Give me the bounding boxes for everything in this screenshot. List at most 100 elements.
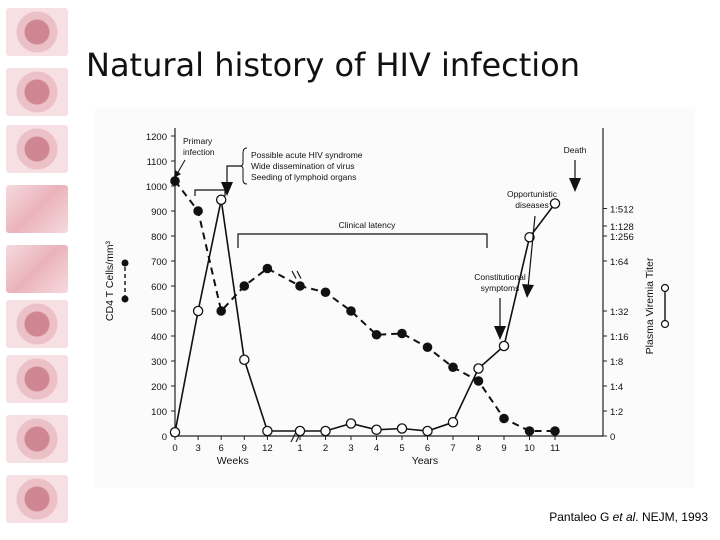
citation: Pantaleo G et al. NEJM, 1993 — [549, 510, 708, 524]
annotation-acute-line: Wide dissemination of virus — [251, 161, 354, 171]
chart-background — [95, 108, 695, 488]
year-tick-label: 1 — [297, 443, 302, 454]
right-tick-label: 1:64 — [610, 257, 629, 268]
annotation-arrowhead — [174, 170, 181, 178]
data-point-cd4 — [216, 306, 226, 316]
data-point-cd4 — [397, 328, 407, 339]
right-tick-label: 1:128 — [610, 222, 634, 233]
year-tick-label: 6 — [425, 443, 430, 454]
week-tick-label: 3 — [195, 443, 200, 454]
data-point-viremia — [422, 425, 433, 437]
data-point-viremia — [192, 305, 204, 317]
week-tick-label: 9 — [242, 443, 247, 454]
y-axis-label-left: CD4 T Cells/mm³ — [104, 240, 116, 321]
right-tick-label: 0 — [610, 432, 615, 443]
data-point-cd4 — [422, 342, 433, 353]
data-point-viremia — [396, 423, 408, 434]
right-tick-label: 1:512 — [610, 205, 634, 216]
data-point-viremia — [549, 198, 561, 209]
virus-icon — [6, 8, 68, 56]
week-tick-label: 0 — [172, 443, 177, 454]
virus-icon — [6, 415, 68, 463]
data-point-viremia — [294, 425, 306, 437]
left-tick-label: 200 — [151, 382, 167, 393]
data-point-viremia — [498, 340, 510, 352]
data-point-viremia — [447, 416, 459, 428]
annotation-arrowhead — [569, 178, 581, 192]
legend-cd4-marker — [121, 295, 129, 303]
x-axis-label-years: Years — [412, 455, 438, 467]
annotation-acute-line: Possible acute HIV syndrome — [251, 150, 363, 160]
year-tick-label: 2 — [323, 443, 328, 454]
right-tick-label: 1:16 — [610, 332, 629, 343]
year-tick-label: 4 — [374, 443, 379, 454]
right-tick-label: 1:256 — [610, 232, 634, 243]
annotation-constitutional: Constitutional — [474, 272, 526, 282]
data-point-viremia — [215, 194, 227, 206]
legend-viremia-marker — [660, 283, 670, 293]
legend-viremia — [660, 283, 670, 329]
annotation-opportunistic: Opportunistic — [507, 189, 558, 199]
right-tick-label: 1:32 — [610, 307, 629, 318]
annotation-arrowhead — [221, 182, 233, 196]
citation-etal: et al — [612, 510, 636, 524]
citation-author: Pantaleo G — [549, 510, 613, 524]
annotation-arrow — [527, 215, 536, 289]
data-point-viremia — [473, 363, 484, 374]
annotation-death: Death — [564, 145, 587, 155]
data-point-viremia — [262, 425, 273, 437]
data-point-cd4 — [371, 329, 382, 340]
data-point-viremia — [524, 232, 535, 243]
legend-cd4-marker — [121, 259, 129, 267]
week-tick-label: 12 — [262, 443, 273, 454]
data-point-cd4 — [239, 281, 250, 291]
year-tick-label: 7 — [450, 443, 455, 454]
annotation-acute-line: Seeding of lymphoid organs — [251, 172, 356, 182]
data-point-cd4 — [170, 176, 180, 186]
left-tick-label: 700 — [151, 257, 167, 268]
data-point-cd4 — [524, 426, 535, 436]
series-break-mark — [291, 270, 302, 279]
annotation-arrow — [226, 165, 241, 186]
annotation-primary-infection: Primary — [183, 136, 213, 146]
data-point-cd4 — [193, 206, 203, 216]
data-point-viremia — [239, 354, 250, 365]
left-tick-label: 0 — [162, 432, 167, 443]
year-tick-label: 8 — [476, 443, 481, 454]
data-point-cd4 — [499, 413, 509, 424]
left-tick-label: 1200 — [146, 132, 167, 143]
annotation-opportunistic: diseases — [515, 200, 549, 210]
left-tick-label: 1100 — [147, 157, 167, 168]
virus-icon — [6, 125, 68, 173]
data-point-viremia — [345, 418, 357, 429]
right-tick-label: 1:8 — [610, 357, 623, 368]
series-line-viremia — [174, 199, 556, 433]
annotation-peak-bracket — [194, 189, 226, 196]
right-tick-label: 1:4 — [610, 382, 623, 393]
data-point-cd4 — [550, 426, 560, 436]
series-layer — [169, 176, 561, 438]
annotation-primary-infection: infection — [183, 147, 215, 157]
year-tick-label: 10 — [524, 443, 535, 454]
data-point-cd4 — [262, 263, 273, 274]
x-axis-label-weeks: Weeks — [217, 455, 249, 467]
virus-icon — [6, 300, 68, 348]
hiv-chart: 0100200300400500600700800900100011001200… — [95, 108, 695, 488]
series-line-cd4 — [174, 180, 555, 432]
annotation-arrowhead — [494, 326, 506, 340]
left-tick-label: 100 — [151, 407, 167, 418]
data-point-cd4 — [320, 287, 331, 298]
annotation-clinical-latency: Clinical latency — [339, 220, 396, 230]
left-tick-label: 400 — [151, 332, 167, 343]
data-point-cd4 — [295, 281, 305, 291]
annotation-arrow — [176, 159, 186, 175]
year-tick-label: 3 — [348, 443, 353, 454]
data-point-cd4 — [448, 362, 458, 373]
week-tick-label: 6 — [219, 443, 224, 454]
data-point-viremia — [169, 426, 181, 438]
legend-cd4 — [121, 259, 129, 303]
virus-icon — [6, 475, 68, 523]
citation-journal: . NEJM, 1993 — [635, 510, 708, 524]
annotation-latency-bracket — [237, 233, 488, 248]
